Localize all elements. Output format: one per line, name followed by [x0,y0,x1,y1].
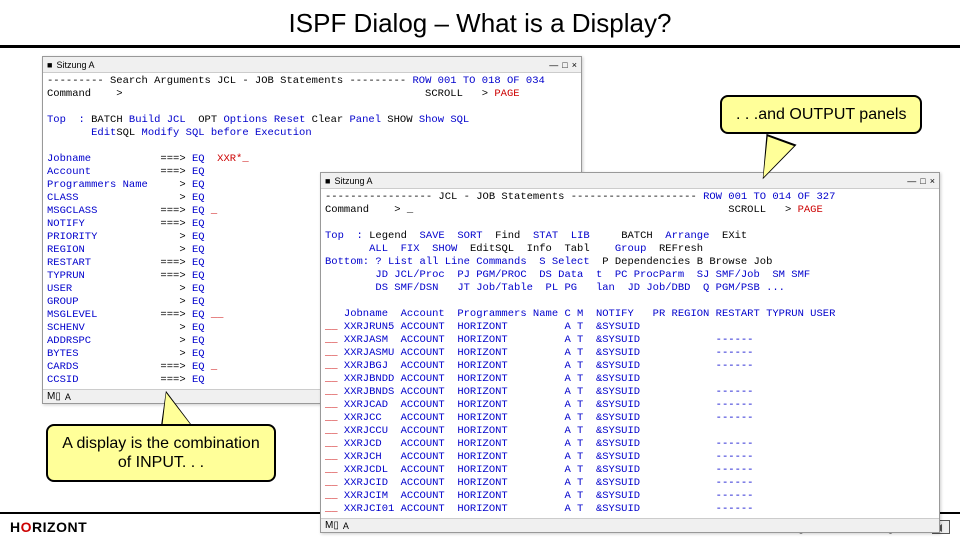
title-divider [0,45,960,48]
maximize-icon[interactable]: □ [562,60,567,70]
statusbar-icon: M▯ [47,391,61,402]
window-titlebar[interactable]: ■ Sitzung A — □ × [321,173,939,189]
statusbar-text: A [343,521,349,531]
window-title: Sitzung A [334,176,372,186]
terminal-window-output: ■ Sitzung A — □ × ----------------- JCL … [320,172,940,533]
brand-o: O [21,519,32,535]
footer-brand: HORIZONT [10,519,87,535]
callout-output-text: . . .and OUTPUT panels [736,106,906,123]
callout-output: . . .and OUTPUT panels [720,95,922,134]
close-icon[interactable]: × [930,176,935,186]
window-icon: ■ [325,176,330,186]
terminal-content: ----------------- JCL - JOB Statements -… [321,189,939,518]
window-statusbar: M▯ A [321,518,939,532]
brand-rest: RIZONT [32,519,87,535]
callout-input-text: A display is the combination of INPUT. .… [62,435,259,471]
close-icon[interactable]: × [572,60,577,70]
window-title: Sitzung A [56,60,94,70]
statusbar-text: A [65,392,71,402]
maximize-icon[interactable]: □ [920,176,925,186]
slide-title-area: ISPF Dialog – What is a Display? [0,0,960,52]
callout-input: A display is the combination of INPUT. .… [46,424,276,482]
minimize-icon[interactable]: — [549,60,558,70]
minimize-icon[interactable]: — [907,176,916,186]
window-icon: ■ [47,60,52,70]
window-titlebar[interactable]: ■ Sitzung A — □ × [43,57,581,73]
brand-h: H [10,519,21,535]
slide-title: ISPF Dialog – What is a Display? [289,8,672,38]
statusbar-icon: M▯ [325,520,339,531]
